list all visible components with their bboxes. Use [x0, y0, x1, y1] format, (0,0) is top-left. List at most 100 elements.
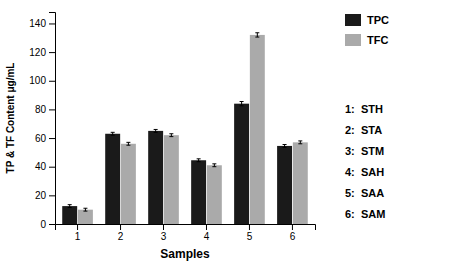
error-cap: [212, 166, 216, 167]
y-tick-mark: [49, 23, 55, 24]
chart: 123456020406080100120140SamplesTP & TF C…: [0, 0, 455, 266]
x-axis: 123456: [56, 224, 316, 242]
x-tick: 5: [247, 224, 253, 242]
bar: [148, 131, 163, 224]
error-cap: [154, 129, 158, 130]
y-tick-label: 100: [29, 75, 46, 86]
bar: [277, 146, 292, 224]
x-tick: 3: [161, 224, 167, 242]
bar: [250, 35, 265, 224]
y-tick: 100: [29, 75, 55, 86]
x-tick: 1: [75, 224, 81, 242]
y-tick: 0: [40, 219, 55, 230]
bar: [105, 134, 120, 224]
y-tick: 140: [29, 18, 55, 29]
x-axis-line: [56, 225, 316, 231]
error-bar: [169, 134, 173, 137]
y-tick-mark: [49, 52, 55, 53]
y-tick-mark: [49, 224, 55, 225]
error-cap: [126, 145, 130, 146]
plot: 123456020406080100120140: [29, 13, 315, 243]
x-tick-mark: [249, 224, 250, 230]
bar: [121, 144, 136, 224]
error-cap: [68, 207, 72, 208]
y-tick-mark: [49, 138, 55, 139]
annotation: 4: SAH: [345, 166, 384, 178]
x-tick-mark: [292, 224, 293, 230]
y-tick-label: 0: [40, 219, 46, 230]
bar: [234, 104, 249, 224]
y-tick-mark: [49, 81, 55, 82]
error-cap: [154, 132, 158, 133]
error-cap: [240, 101, 244, 102]
error-cap: [255, 37, 259, 38]
x-tick-label: 5: [247, 231, 253, 242]
y-axis: 020406080100120140: [29, 13, 55, 230]
error-cap: [111, 132, 115, 133]
error-bar: [197, 159, 201, 162]
error-cap: [298, 143, 302, 144]
annotation: 2: STA: [345, 124, 382, 136]
legend-label: TFC: [367, 34, 388, 46]
error-line: [241, 102, 242, 106]
error-cap: [83, 211, 87, 212]
error-cap: [240, 105, 244, 106]
error-bar: [68, 205, 72, 208]
x-tick-label: 6: [290, 231, 296, 242]
y-tick: 80: [35, 104, 55, 115]
x-tick-mark: [120, 224, 121, 230]
y-tick: 120: [29, 47, 55, 58]
x-tick-label: 3: [161, 231, 167, 242]
legend-item: TFC: [345, 34, 388, 46]
y-axis-line: [49, 13, 56, 225]
error-cap: [126, 142, 130, 143]
legend-label: TPC: [367, 14, 389, 26]
x-tick-label: 1: [75, 231, 81, 242]
error-cap: [283, 144, 287, 145]
x-tick-mark: [77, 224, 78, 230]
bar: [164, 135, 179, 224]
y-tick-mark: [49, 195, 55, 196]
error-cap: [283, 147, 287, 148]
legend-swatch: [345, 34, 361, 46]
error-cap: [68, 204, 72, 205]
y-tick-label: 140: [29, 18, 46, 29]
bar: [191, 160, 206, 224]
annotations: 1: STH 2: STA 3: STM 4: SAH 5: SAA 6: SAM: [345, 103, 385, 220]
x-tick: 2: [118, 224, 124, 242]
bar: [62, 206, 77, 224]
error-cap: [169, 136, 173, 137]
bar: [293, 142, 308, 224]
error-cap: [111, 135, 115, 136]
y-tick-mark: [49, 167, 55, 168]
series: [78, 33, 308, 224]
error-cap: [255, 32, 259, 33]
x-tick-mark: [163, 224, 164, 230]
annotation: 1: STH: [345, 103, 383, 115]
y-tick: 40: [35, 161, 55, 172]
annotation: 6: SAM: [345, 208, 385, 220]
error-bar: [283, 145, 287, 148]
x-axis-title: Samples: [160, 247, 210, 261]
annotation: 5: SAA: [345, 187, 384, 199]
error-bar: [83, 208, 87, 211]
bars: [62, 33, 308, 224]
y-axis-title: TP & TF Content μg/mL: [5, 63, 16, 174]
y-tick-mark: [49, 109, 55, 110]
x-tick-label: 2: [118, 231, 124, 242]
error-bar: [126, 142, 130, 145]
error-line: [257, 33, 258, 37]
error-cap: [298, 140, 302, 141]
y-tick-label: 20: [35, 190, 47, 201]
x-tick-mark: [206, 224, 207, 230]
annotation: 3: STM: [345, 145, 384, 157]
error-cap: [197, 158, 201, 159]
error-bar: [212, 164, 216, 167]
y-tick-label: 80: [35, 104, 47, 115]
error-cap: [197, 161, 201, 162]
error-cap: [212, 163, 216, 164]
bar: [207, 165, 222, 224]
error-cap: [169, 133, 173, 134]
legend: TPC TFC: [345, 14, 389, 46]
bar: [78, 210, 93, 224]
